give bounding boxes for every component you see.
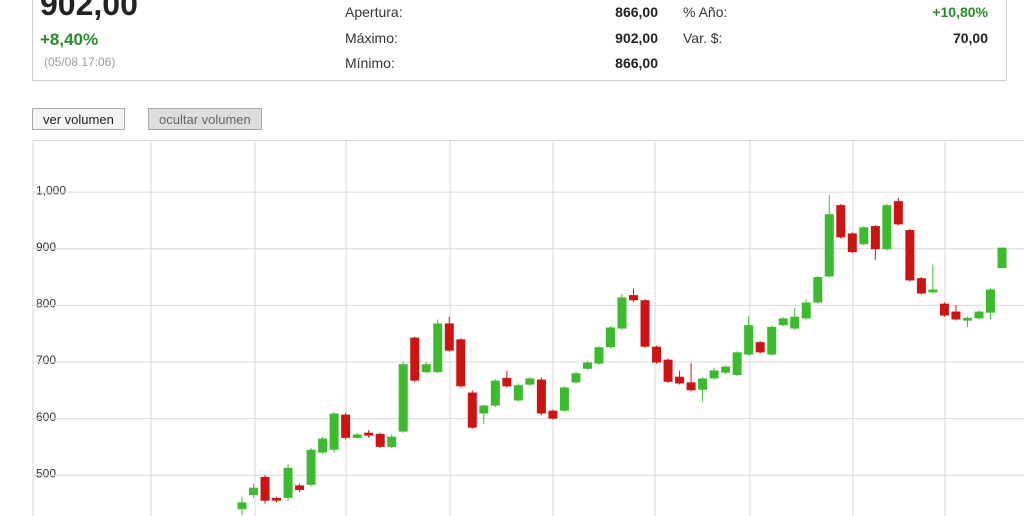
hide-volume-button[interactable]: ocultar volumen bbox=[148, 108, 262, 130]
candle-body bbox=[709, 370, 719, 379]
candle-body bbox=[352, 434, 362, 438]
candle-body bbox=[686, 382, 696, 391]
candle-body bbox=[962, 317, 972, 321]
timestamp: (05/08 17:06) bbox=[44, 55, 116, 69]
candle-body bbox=[387, 436, 397, 447]
candle-body bbox=[663, 359, 673, 382]
candle-body bbox=[882, 205, 892, 250]
candle-body bbox=[467, 392, 477, 428]
candle-body bbox=[502, 377, 512, 387]
candle-body bbox=[444, 323, 454, 351]
candle-body bbox=[260, 476, 270, 501]
stat-label: Máximo: bbox=[345, 30, 398, 46]
candle-body bbox=[997, 247, 1007, 268]
candle-body bbox=[536, 379, 546, 414]
y-tick-label: 700 bbox=[36, 353, 56, 367]
candle-body bbox=[916, 278, 926, 294]
candle-body bbox=[249, 487, 259, 496]
candle-body bbox=[490, 380, 500, 406]
stat-value: 866,00 bbox=[615, 4, 658, 20]
candle-body bbox=[893, 201, 903, 225]
candle-body bbox=[744, 325, 754, 355]
candle-body bbox=[675, 376, 685, 384]
candle-body bbox=[629, 295, 639, 301]
show-volume-button[interactable]: ver volumen bbox=[32, 108, 125, 130]
candle-body bbox=[847, 233, 857, 253]
candle-body bbox=[801, 302, 811, 319]
stat-value: 70,00 bbox=[952, 30, 988, 46]
candle-body bbox=[813, 277, 823, 303]
candle-body bbox=[698, 378, 708, 390]
stat-label: Var. $: bbox=[683, 30, 723, 46]
y-tick-label: 800 bbox=[36, 297, 56, 311]
candle-body bbox=[237, 502, 247, 510]
candle-body bbox=[341, 414, 351, 438]
candle-body bbox=[364, 432, 374, 436]
candle-body bbox=[617, 297, 627, 329]
candle-body bbox=[928, 289, 938, 293]
candle-body bbox=[410, 337, 420, 381]
candle-body bbox=[721, 366, 731, 373]
quote-panel bbox=[32, 0, 1007, 81]
candle-body bbox=[859, 227, 869, 245]
y-tick-label: 600 bbox=[36, 410, 56, 424]
y-tick-label: 500 bbox=[36, 466, 56, 480]
candle-body bbox=[272, 497, 282, 501]
candle-body bbox=[306, 449, 316, 485]
candle-body bbox=[870, 226, 880, 250]
candle-body bbox=[525, 378, 535, 385]
y-tick-label: 1,000 bbox=[36, 183, 66, 197]
candle-body bbox=[283, 467, 293, 498]
candle-body bbox=[951, 311, 961, 320]
candle-body bbox=[375, 433, 385, 447]
candle-body bbox=[513, 385, 523, 401]
candle-body bbox=[790, 316, 800, 329]
candle-body bbox=[479, 405, 489, 414]
candle-body bbox=[905, 230, 915, 281]
stat-label: % Año: bbox=[683, 4, 728, 20]
candle-body bbox=[652, 346, 662, 363]
candle-body bbox=[939, 303, 949, 316]
stat-value: 866,00 bbox=[615, 55, 658, 71]
candle-body bbox=[548, 410, 558, 419]
price: 902,00 bbox=[40, 0, 138, 22]
candlestick-chart: 500 600 700 800 900 1,000 bbox=[32, 140, 1024, 516]
candle-body bbox=[329, 413, 339, 450]
candle-body bbox=[295, 485, 305, 490]
candle-body bbox=[778, 318, 788, 326]
candle-body bbox=[456, 339, 466, 387]
candle-body bbox=[605, 327, 615, 348]
stat-label: Apertura: bbox=[345, 4, 403, 20]
candle-body bbox=[640, 300, 650, 347]
candle-body bbox=[974, 311, 984, 319]
candle-body bbox=[824, 214, 834, 277]
stat-value: +10,80% bbox=[932, 4, 988, 20]
candle-body bbox=[559, 387, 569, 411]
candle-body bbox=[318, 438, 328, 453]
y-tick-label: 900 bbox=[36, 240, 56, 254]
candle-body bbox=[732, 352, 742, 375]
candle-body bbox=[571, 373, 581, 383]
candle-body bbox=[836, 205, 846, 238]
candle-body bbox=[755, 342, 765, 353]
stat-label: Mínimo: bbox=[345, 55, 395, 71]
candle-body bbox=[594, 347, 604, 364]
candle-body bbox=[421, 364, 431, 373]
candle-body bbox=[767, 326, 777, 355]
change: +8,40% bbox=[40, 30, 99, 49]
candle-body bbox=[582, 362, 592, 369]
candle-body bbox=[985, 289, 995, 313]
candle-body bbox=[433, 323, 443, 373]
stat-value: 902,00 bbox=[615, 30, 658, 46]
candle-body bbox=[398, 364, 408, 432]
